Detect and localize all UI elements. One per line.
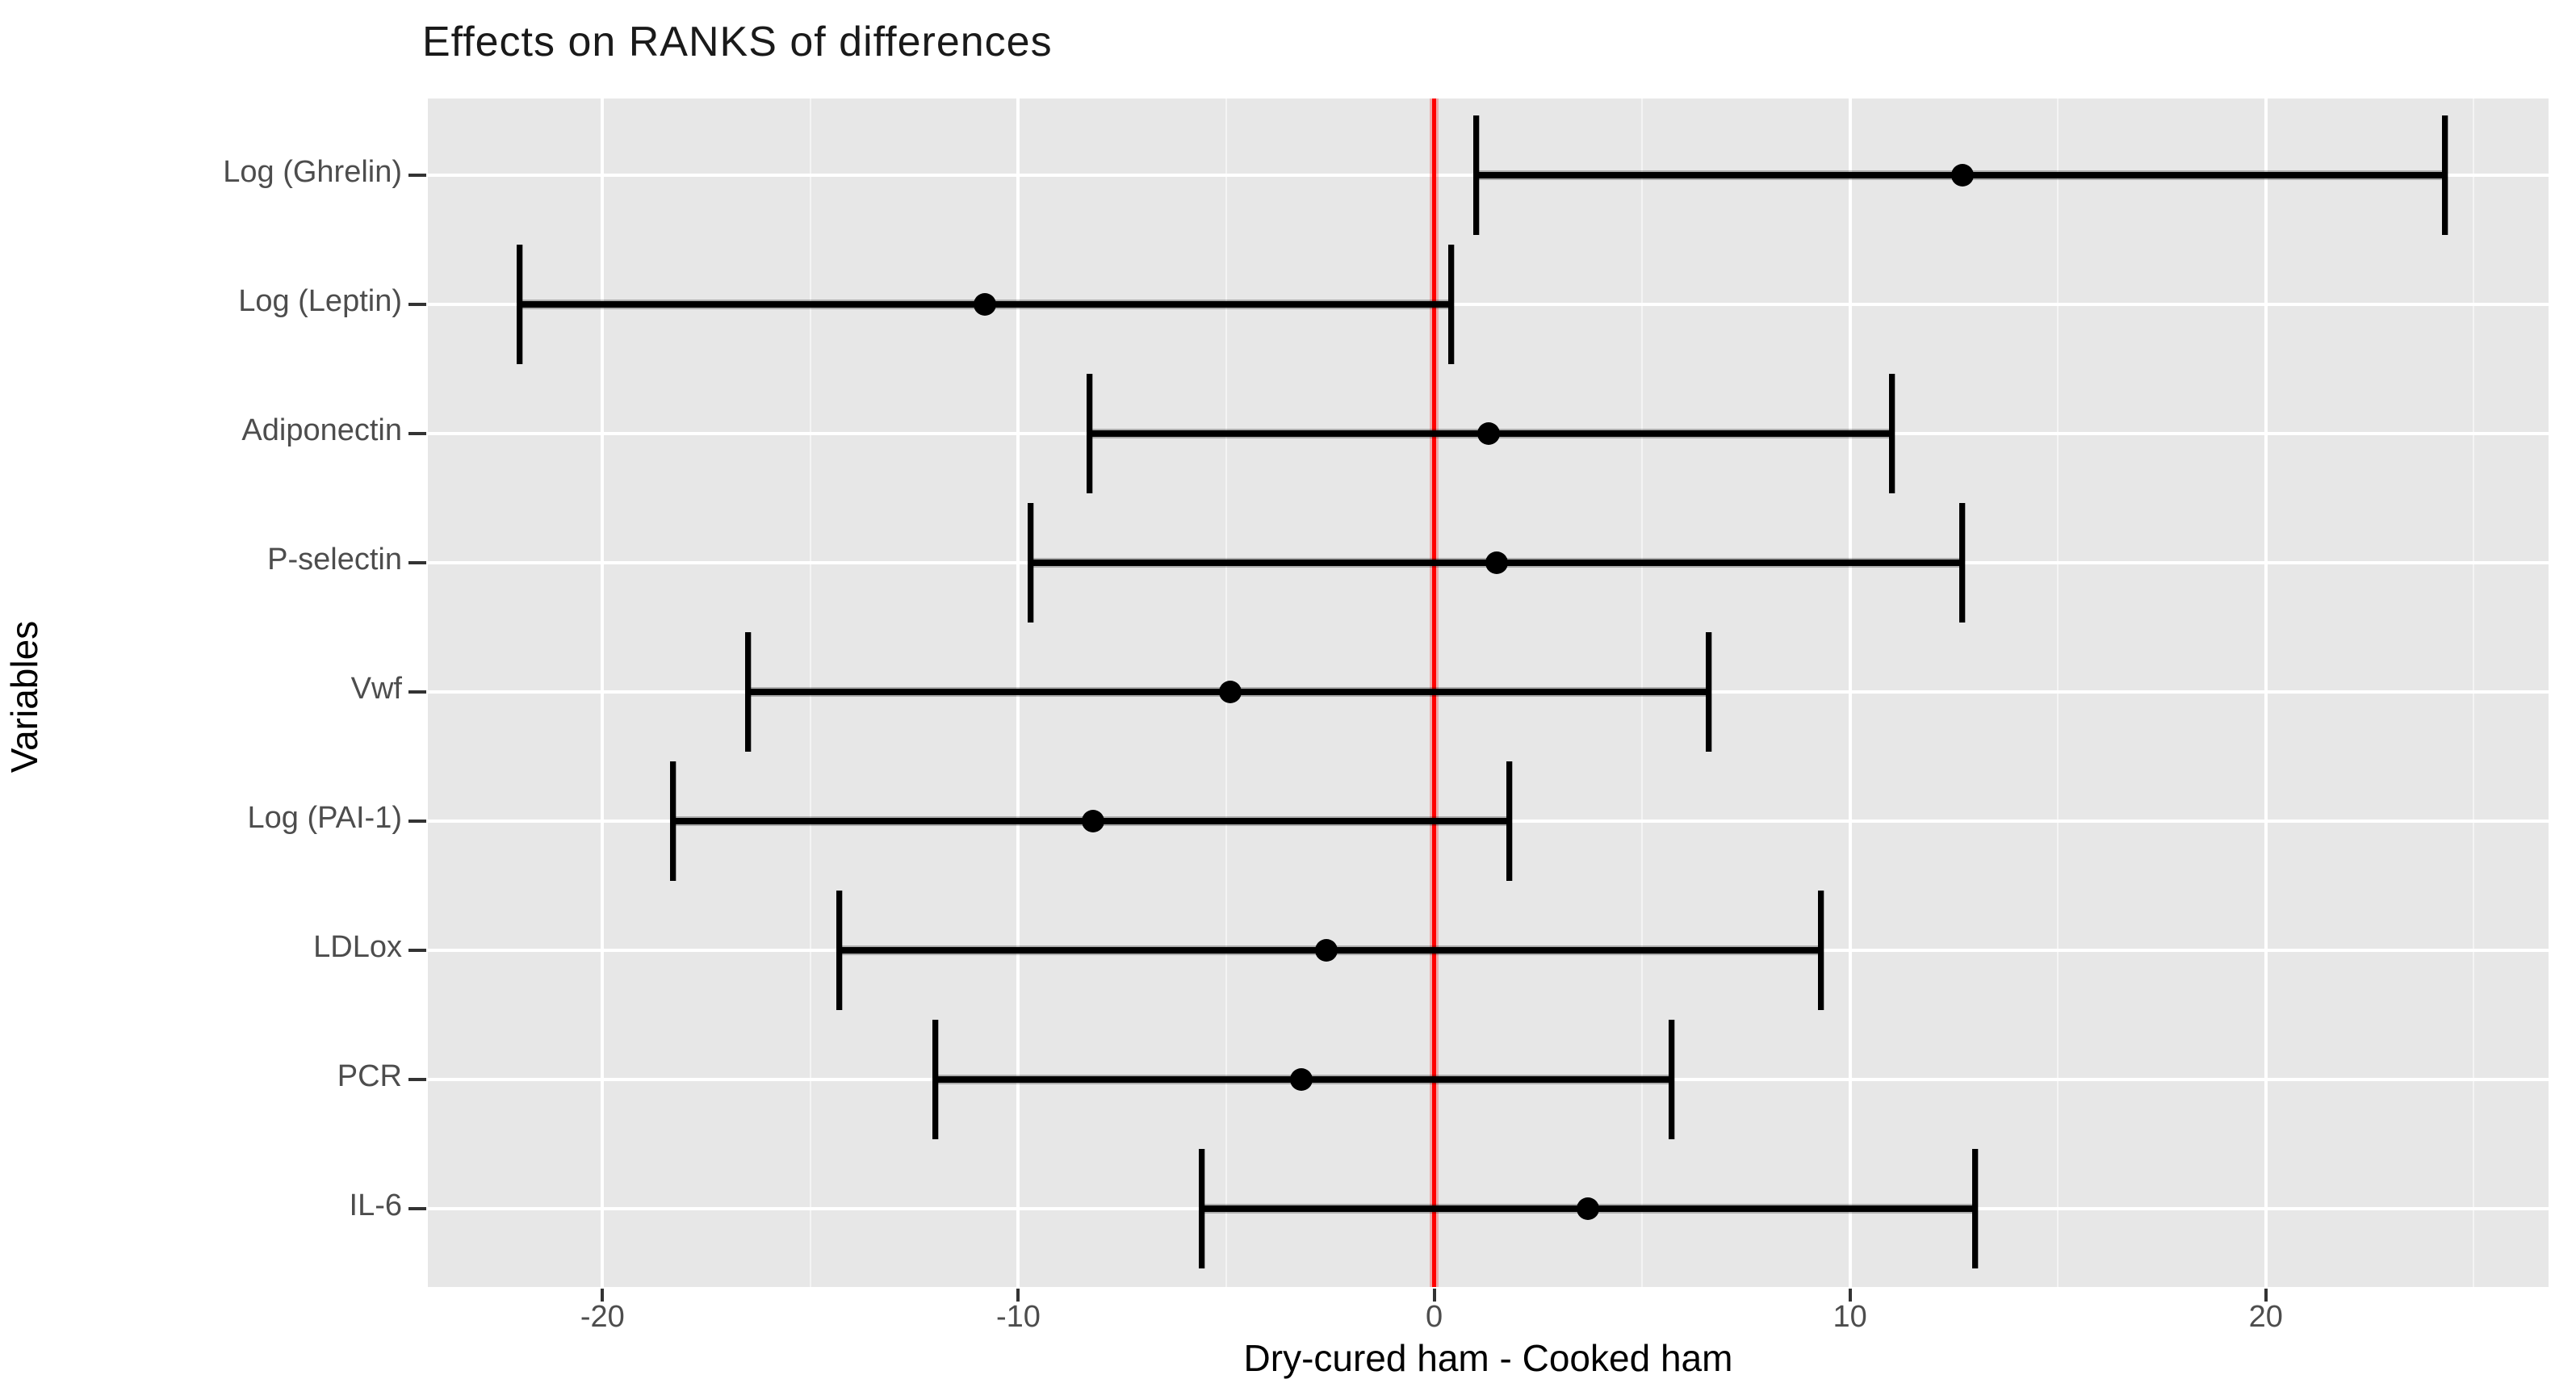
y-axis-tick xyxy=(408,820,426,823)
y-category-label: Log (PAI-1) xyxy=(247,801,402,835)
y-category-label: Log (Ghrelin) xyxy=(223,155,402,189)
point-estimate xyxy=(1289,1068,1313,1091)
x-axis-tick xyxy=(1432,1289,1436,1302)
y-axis-tick xyxy=(408,174,426,177)
error-bar-cap-high xyxy=(1706,632,1711,752)
point-estimate xyxy=(1314,939,1338,962)
error-bar-cap-high xyxy=(1506,761,1512,881)
y-axis-title: Variables xyxy=(3,620,45,773)
error-bar-cap-low xyxy=(745,632,752,752)
y-axis-tick xyxy=(408,1078,426,1081)
x-axis-title: Dry-cured ham - Cooked ham xyxy=(1243,1337,1733,1379)
plot-panel xyxy=(428,99,2549,1287)
error-bar-cap-high xyxy=(2441,115,2448,235)
error-bar-cap-low xyxy=(836,891,843,1010)
y-category-label: P-selectin xyxy=(267,543,402,576)
x-tick-label: 20 xyxy=(2248,1300,2283,1334)
x-axis-tick xyxy=(601,1289,605,1302)
error-bar-cap-high xyxy=(1818,891,1824,1010)
point-estimate xyxy=(974,293,997,316)
y-category-label: Log (Leptin) xyxy=(238,284,402,318)
y-category-label: IL-6 xyxy=(349,1188,402,1222)
error-bar-cap-low xyxy=(1028,503,1034,623)
x-tick-label: -20 xyxy=(580,1300,625,1334)
error-bar-cap-low xyxy=(932,1020,938,1139)
x-tick-label: 0 xyxy=(1425,1300,1443,1334)
error-bar-cap-low xyxy=(516,245,522,364)
error-bar-cap-high xyxy=(1959,503,1966,623)
y-axis-tick xyxy=(408,949,426,952)
error-bar-cap-low xyxy=(1472,115,1479,235)
x-tick-label: 10 xyxy=(1833,1300,1867,1334)
x-axis-tick xyxy=(1848,1289,1852,1302)
y-category-label: PCR xyxy=(337,1059,402,1093)
error-bar-cap-high xyxy=(1668,1020,1674,1139)
y-axis-tick xyxy=(408,690,426,694)
y-axis-tick xyxy=(408,1207,426,1210)
gridline-major-y xyxy=(428,303,2549,306)
y-axis-tick xyxy=(408,303,426,306)
x-axis-tick xyxy=(2264,1289,2268,1302)
error-bar-cap-low xyxy=(1086,374,1092,493)
y-category-label: Adiponectin xyxy=(241,413,402,447)
point-estimate xyxy=(1219,681,1242,703)
error-bar-cap-high xyxy=(1971,1149,1978,1268)
point-estimate xyxy=(1485,551,1508,574)
y-axis-tick xyxy=(408,561,426,564)
point-estimate xyxy=(1950,164,1974,187)
point-estimate xyxy=(1476,422,1500,445)
point-estimate xyxy=(1082,810,1105,832)
y-category-label: Vwf xyxy=(350,672,402,706)
error-bar-cap-low xyxy=(1198,1149,1204,1268)
x-axis-tick xyxy=(1016,1289,1020,1302)
x-tick-label: -10 xyxy=(995,1300,1041,1334)
error-bar-cap-high xyxy=(1447,245,1454,364)
chart-title: Effects on RANKS of differences xyxy=(422,19,1053,65)
y-axis-tick xyxy=(408,432,426,435)
y-category-label: LDLox xyxy=(313,930,402,964)
error-bar-cap-high xyxy=(1888,374,1895,493)
error-bar-cap-low xyxy=(670,761,676,881)
point-estimate xyxy=(1577,1197,1600,1220)
